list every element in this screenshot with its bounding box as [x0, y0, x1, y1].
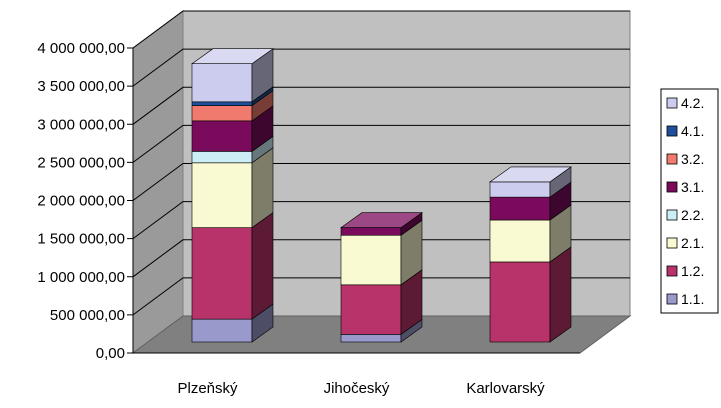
x-category-label: Plzeňský — [177, 380, 238, 397]
gridline — [132, 239, 630, 278]
y-tick-label: 0,00 — [96, 345, 125, 362]
bar-segment — [191, 120, 253, 152]
bar-segment — [191, 151, 253, 164]
gridline — [132, 201, 630, 240]
bar-segment — [489, 181, 551, 198]
legend-label: 4.2. — [681, 95, 704, 111]
y-tick-label: 1 000 000,00 — [37, 269, 125, 286]
y-tick-label: 1 500 000,00 — [37, 231, 125, 248]
bar-top — [191, 48, 274, 65]
legend-swatch — [666, 293, 678, 305]
x-axis-categories: Plzeňský Jihočeský Karlovarský — [177, 380, 545, 397]
legend-swatch — [666, 125, 678, 137]
bar-2 — [489, 166, 572, 343]
legend-label: 3.2. — [681, 151, 704, 167]
bar-segment — [489, 219, 551, 263]
legend-swatch — [666, 209, 678, 221]
gridline — [132, 277, 630, 316]
x-category-label: Karlovarský — [466, 380, 545, 397]
bar-segment — [340, 334, 402, 343]
legend-label: 1.1. — [681, 291, 704, 307]
legend-swatch — [666, 153, 678, 165]
legend-label: 3.1. — [681, 179, 704, 195]
legend-swatch — [666, 265, 678, 277]
bar-top — [489, 166, 572, 183]
bar-segment — [340, 284, 402, 335]
gridline — [132, 10, 630, 49]
gridline — [132, 163, 630, 201]
legend-label: 2.2. — [681, 207, 704, 223]
bar-segment-side — [549, 246, 572, 343]
bar-segment — [489, 261, 551, 343]
x-category-label: Jihočeský — [324, 380, 390, 397]
y-tick-label: 2 000 000,00 — [37, 193, 125, 210]
y-axis-ticks: 0,00 500 000,00 1 000 000,00 1 500 000,00 2 … — [37, 40, 580, 362]
gridline — [132, 124, 630, 163]
bar-segment — [191, 101, 253, 106]
bar-1 — [340, 212, 423, 343]
legend-swatch — [666, 181, 678, 193]
bar-segment-side — [251, 212, 274, 320]
bar-segment — [340, 234, 402, 286]
gridline — [132, 48, 630, 87]
y-tick-label: 3 500 000,00 — [37, 78, 125, 95]
bar-segment — [340, 227, 402, 236]
legend-label: 2.1. — [681, 235, 704, 251]
legend-label: 4.1. — [681, 123, 704, 139]
bar-segment — [489, 196, 551, 221]
bar-segment — [191, 318, 253, 343]
bar-segment — [191, 63, 253, 103]
gridline — [132, 86, 630, 125]
bar-segment — [191, 227, 253, 320]
y-tick-label: 2 500 000,00 — [37, 154, 125, 171]
bar-top — [340, 212, 423, 228]
legend-label: 1.2. — [681, 263, 704, 279]
y-tick-label: 3 000 000,00 — [37, 116, 125, 133]
bar-0 — [191, 48, 274, 343]
bar-segment — [191, 162, 253, 228]
legend-swatch — [666, 97, 678, 109]
legend: 4.2. 4.1. 3.2. 3.1. 2.2. 2.1. 1.2. 1.1. — [660, 88, 719, 314]
legend-swatch — [666, 237, 678, 249]
y-tick-label: 4 000 000,00 — [37, 40, 125, 57]
bars — [191, 48, 572, 343]
bar-segment — [191, 105, 253, 122]
y-tick-label: 500 000,00 — [50, 307, 125, 324]
